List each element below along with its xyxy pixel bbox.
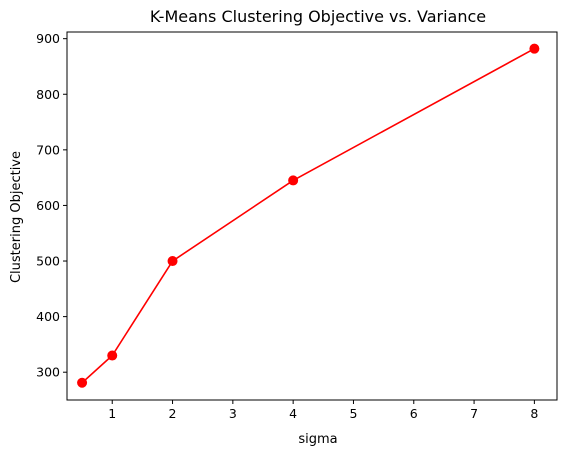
y-tick-label: 400 (36, 309, 60, 324)
x-tick-label: 1 (108, 406, 116, 421)
x-tick-label: 2 (169, 406, 177, 421)
data-point (107, 350, 118, 361)
y-tick-label: 600 (36, 198, 60, 213)
data-point (77, 377, 88, 388)
y-tick-label: 800 (36, 87, 60, 102)
chart-title: K-Means Clustering Objective vs. Varianc… (150, 7, 486, 26)
x-tick-label: 6 (410, 406, 418, 421)
y-tick-label: 900 (36, 31, 60, 46)
x-axis-label: sigma (298, 432, 337, 447)
data-point (288, 175, 299, 186)
y-axis-label: Clustering Objective (9, 151, 24, 283)
x-tick-label: 5 (349, 406, 357, 421)
x-tick-label: 4 (289, 406, 297, 421)
data-point (167, 256, 178, 267)
y-tick-label: 300 (36, 365, 60, 380)
data-point (529, 43, 540, 54)
x-tick-label: 8 (530, 406, 538, 421)
plot-area: 1 2 3 4 5 6 7 8 300 400 500 600 700 800 900 (36, 31, 558, 421)
y-tick-label: 500 (36, 254, 60, 269)
axes-frame (66, 31, 558, 401)
x-tick-label: 7 (470, 406, 478, 421)
x-tick-label: 3 (229, 406, 237, 421)
y-tick-label: 700 (36, 142, 60, 157)
